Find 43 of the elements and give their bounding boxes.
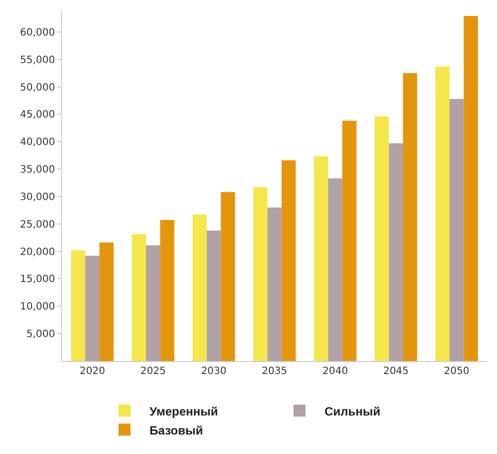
bar bbox=[374, 116, 389, 361]
bar bbox=[253, 187, 268, 361]
y-tick-label: 30,000 bbox=[20, 192, 55, 203]
bar bbox=[314, 156, 328, 361]
y-tick-label: 45,000 bbox=[20, 110, 55, 121]
bar bbox=[435, 66, 450, 361]
bar bbox=[388, 143, 404, 361]
bar bbox=[206, 230, 221, 361]
bar bbox=[450, 98, 464, 361]
x-tick-label: 2035 bbox=[262, 366, 288, 377]
x-tick-label: 2030 bbox=[201, 366, 227, 377]
bar bbox=[328, 178, 342, 361]
bar bbox=[220, 192, 236, 361]
bar bbox=[71, 250, 86, 361]
y-tick-label: 25,000 bbox=[20, 219, 55, 230]
y-tick-label: 60,000 bbox=[20, 27, 55, 38]
x-tick-label: 2025 bbox=[140, 366, 166, 377]
legend-label: Умеренный bbox=[150, 404, 218, 418]
bar bbox=[85, 256, 100, 361]
bar bbox=[99, 242, 114, 361]
bar bbox=[160, 220, 174, 361]
x-tick-label: 2050 bbox=[444, 366, 470, 377]
bar bbox=[192, 214, 207, 361]
bar bbox=[146, 245, 160, 361]
x-tick-label: 2045 bbox=[383, 366, 409, 377]
bar bbox=[267, 207, 282, 361]
y-tick-label: 20,000 bbox=[20, 246, 55, 258]
bar bbox=[342, 120, 356, 361]
y-tick-label: 50,000 bbox=[20, 82, 55, 94]
y-tick-label: 35,000 bbox=[20, 164, 55, 176]
y-tick-label: 40,000 bbox=[20, 137, 55, 148]
y-tick-label: 15,000 bbox=[20, 274, 55, 286]
bar bbox=[464, 16, 478, 361]
y-tick-label: 5,000 bbox=[26, 329, 55, 340]
bar bbox=[403, 73, 418, 361]
x-tick-label: 2040 bbox=[322, 366, 348, 377]
bar bbox=[282, 160, 296, 361]
legend-label: Базовый bbox=[150, 423, 203, 438]
y-tick-label: 55,000 bbox=[20, 54, 55, 66]
legend-label: Сильный bbox=[324, 404, 380, 418]
x-tick-label: 2020 bbox=[80, 366, 106, 377]
bar bbox=[132, 234, 146, 361]
y-tick-label: 10,000 bbox=[20, 302, 55, 313]
